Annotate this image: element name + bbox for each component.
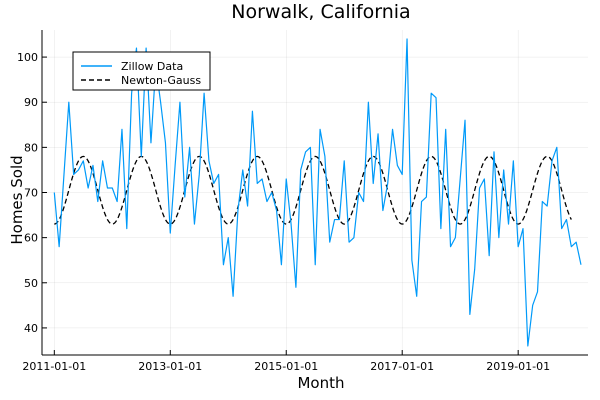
- y-tick-label: 50: [24, 277, 38, 290]
- x-tick-label: 2019-01-01: [486, 360, 550, 373]
- series-layer: [53, 38, 582, 347]
- x-tick-label: 2011-01-01: [22, 360, 86, 373]
- x-tick-label: 2013-01-01: [138, 360, 202, 373]
- y-tick-label: 80: [24, 141, 38, 154]
- y-axis-label: Homes Sold: [8, 155, 26, 244]
- series-line-newton-gauss: [54, 155, 572, 225]
- y-tick-label: 100: [17, 51, 38, 64]
- y-tick-label: 40: [24, 322, 38, 335]
- legend-label-newton-gauss: Newton-Gauss: [121, 74, 201, 87]
- chart-title: Norwalk, California: [231, 1, 410, 23]
- x-axis-label: Month: [297, 374, 344, 392]
- x-tick-label: 2015-01-01: [254, 360, 318, 373]
- y-tick-label: 60: [24, 232, 38, 245]
- y-tick-label: 70: [24, 187, 38, 200]
- series-line-zillow-data: [53, 38, 582, 347]
- y-tick-label: 90: [24, 96, 38, 109]
- x-tick-label: 2017-01-01: [370, 360, 434, 373]
- legend-box: [72, 51, 211, 91]
- legend-label-zillow-data: Zillow Data: [121, 60, 183, 73]
- legend: Zillow Data Newton-Gauss: [72, 51, 211, 91]
- ticks: 2011-01-01 2013-01-01 2015-01-01 2017-01-01…: [17, 51, 550, 373]
